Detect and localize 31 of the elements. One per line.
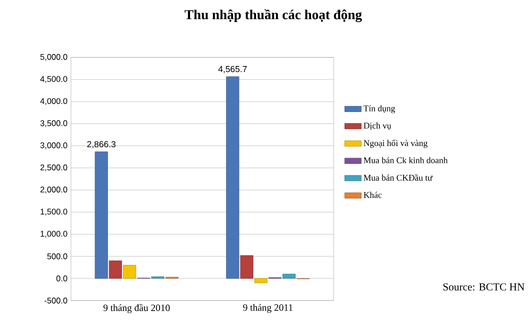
data-label: 2,866.3 (87, 141, 116, 148)
y-tick-label: -500.0 (44, 298, 68, 304)
y-tick-label: 3,500.0 (40, 120, 68, 128)
y-tick-label: 4,500.0 (40, 76, 68, 83)
y-tick-label: 4,000.0 (40, 98, 68, 106)
y-tick-label: 0.0 (56, 276, 68, 282)
y-tick-label: 5,000.0 (40, 54, 68, 61)
y-tick-label: 1,500.0 (40, 208, 68, 216)
bar (240, 255, 254, 279)
legend-label: Ngoại hối và vàng (364, 140, 428, 148)
data-label: 4,565.7 (218, 66, 247, 74)
bar (108, 260, 122, 279)
y-tick-label: 2,000.0 (40, 186, 68, 194)
bar (94, 152, 108, 279)
y-tick-label: 3,000.0 (40, 142, 68, 150)
legend-label: Dịch vụ (364, 122, 392, 130)
legend-label: Tín dụng (364, 105, 395, 114)
chart-title: Thu nhập thuần các hoạt động (184, 9, 362, 22)
x-tick-label: 9 tháng đầu 2010 (103, 304, 170, 314)
legend-label: Mua bán Ck kinh doanh (364, 157, 448, 164)
y-tick-label: 1,000.0 (40, 230, 68, 238)
x-tick-label: 9 tháng 2011 (243, 304, 292, 313)
bar (123, 265, 136, 279)
y-tick-label: 500.0 (47, 254, 68, 260)
bar (254, 278, 268, 284)
y-tick-label: 2,500.0 (40, 164, 68, 172)
bar (282, 274, 296, 279)
legend-label: Khác (364, 192, 382, 198)
bar (226, 76, 240, 279)
legend-label: Mua bán CKĐầu tư (364, 174, 433, 181)
source-note: Source: BCTC HN (443, 283, 524, 291)
